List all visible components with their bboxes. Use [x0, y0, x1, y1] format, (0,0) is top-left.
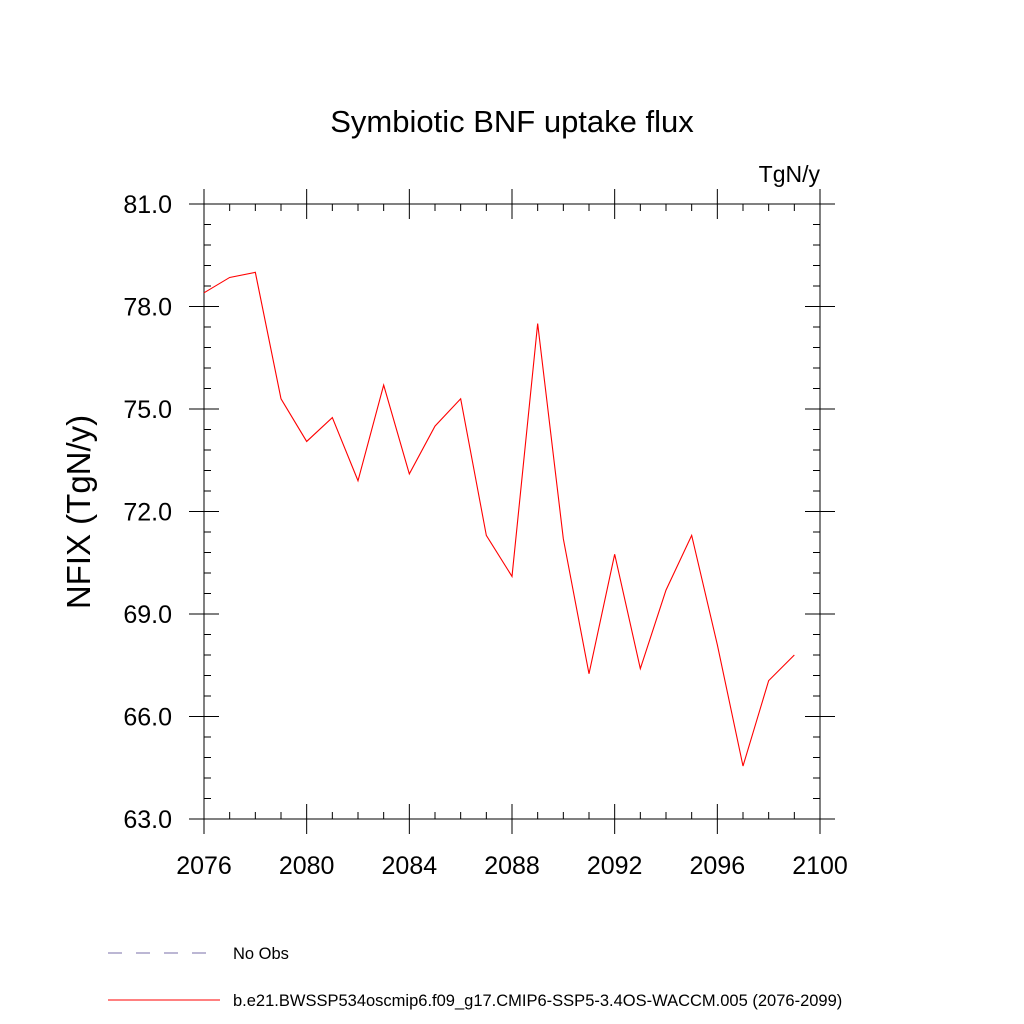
x-tick-label: 2092: [587, 852, 643, 880]
y-tick-label: 72.0: [123, 499, 172, 527]
legend-label-0: No Obs: [233, 945, 289, 963]
series-layer: [203, 271, 795, 767]
chart-title: Symbiotic BNF uptake flux: [330, 104, 694, 139]
x-tick-label: 2080: [279, 852, 335, 880]
y-tick-label: 81.0: [123, 191, 172, 219]
legend: No Obs b.e21.BWSSP534oscmip6.f09_g17.CMIP…: [108, 945, 842, 1010]
y-tick-label: 66.0: [123, 704, 172, 732]
x-tick-labels: 2076 2080 2084 2088 2092 2096 2100: [176, 852, 848, 880]
units-label: TgN/y: [759, 161, 821, 187]
x-tick-label: 2076: [176, 852, 232, 880]
y-tick-label: 78.0: [123, 294, 172, 322]
x-tick-label: 2084: [382, 852, 438, 880]
legend-label-1: b.e21.BWSSP534oscmip6.f09_g17.CMIP6-SSP5…: [233, 992, 842, 1010]
x-tick-label: 2088: [484, 852, 540, 880]
y-tick-label: 63.0: [123, 806, 172, 834]
x-tick-label: 2100: [792, 852, 848, 880]
y-tick-label: 69.0: [123, 601, 172, 629]
y-tick-labels: 63.0 66.0 69.0 72.0 75.0 78.0 81.0: [123, 191, 172, 834]
series-line-0: [203, 271, 795, 767]
x-tick-label: 2096: [690, 852, 746, 880]
y-axis-label: NFIX (TgN/y): [60, 415, 97, 609]
y-tick-label: 75.0: [123, 396, 172, 424]
axis-ticks: [189, 189, 835, 834]
plot-frame: [203, 203, 821, 820]
